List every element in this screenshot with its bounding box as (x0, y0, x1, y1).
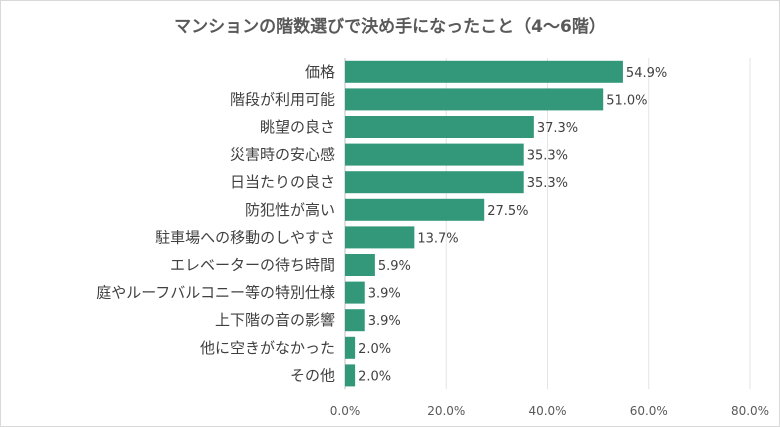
x-tick-label: 20.0% (427, 404, 465, 418)
category-label: 他に空きがなかった (200, 339, 335, 357)
data-label: 51.0% (606, 93, 647, 108)
data-label: 35.3% (527, 176, 568, 191)
bar (345, 116, 534, 138)
bar (345, 254, 375, 276)
bar (345, 60, 623, 83)
bar (345, 143, 524, 166)
bar (345, 364, 356, 387)
data-label: 3.9% (368, 287, 401, 302)
bar (345, 198, 485, 221)
data-label: 5.9% (378, 259, 411, 274)
category-label: その他 (290, 366, 335, 384)
bar (345, 88, 604, 111)
data-label: 54.9% (626, 66, 667, 81)
bar (345, 309, 365, 332)
category-label: 防犯性が高い (245, 201, 335, 219)
category-label: 駐車場への移動のしやすさ (155, 228, 335, 246)
data-label: 13.7% (417, 231, 458, 246)
category-label: 階段が利用可能 (230, 90, 335, 108)
x-tick-label: 60.0% (630, 404, 668, 418)
category-label: エレベーターの待ち時間 (170, 256, 335, 274)
data-label: 2.0% (358, 369, 391, 384)
data-label: 35.3% (527, 149, 568, 164)
bar (345, 281, 365, 304)
x-tick-label: 0.0% (330, 404, 361, 418)
data-label: 37.3% (537, 121, 578, 136)
chart-title: マンションの階数選びで決め手になったこと（4〜6階） (174, 17, 606, 37)
category-label: 眺望の良さ (260, 118, 335, 136)
bar (345, 171, 524, 194)
data-label: 3.9% (368, 314, 401, 329)
category-label: 日当たりの良さ (230, 173, 335, 191)
data-label: 27.5% (487, 204, 528, 219)
data-label: 2.0% (358, 342, 391, 357)
x-tick-label: 80.0% (731, 404, 769, 418)
category-label: 価格 (305, 63, 335, 81)
category-label: 災害時の安心感 (230, 146, 335, 164)
x-tick-label: 40.0% (528, 404, 566, 418)
bar (345, 336, 356, 359)
bar (345, 226, 415, 249)
category-label: 庭やルーフバルコニー等の特別仕様 (96, 284, 335, 302)
category-label: 上下階の音の影響 (215, 311, 335, 329)
